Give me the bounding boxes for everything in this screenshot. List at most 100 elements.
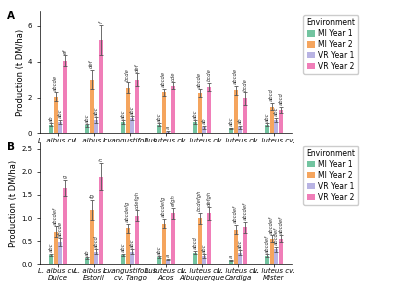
Bar: [265, 124, 269, 133]
Text: abcde: abcde: [58, 221, 63, 237]
Text: abc: abc: [156, 245, 162, 255]
Text: abcdef: abcdef: [53, 207, 58, 225]
Text: abcde: abcde: [197, 72, 202, 88]
Bar: [49, 124, 53, 133]
Text: fg: fg: [89, 193, 94, 198]
Bar: [238, 127, 242, 133]
Text: ab: ab: [48, 115, 54, 122]
Bar: [202, 256, 206, 264]
Text: abcdefg: abcdefg: [161, 196, 166, 218]
Text: abc: abc: [48, 243, 54, 252]
Text: def: def: [134, 63, 140, 72]
Text: g: g: [62, 175, 68, 178]
Bar: [90, 210, 94, 264]
Bar: [234, 229, 238, 264]
Text: bcde: bcde: [242, 78, 248, 91]
Text: abc: abc: [264, 112, 270, 122]
Bar: [166, 260, 170, 264]
Text: abc: abc: [228, 117, 234, 126]
Bar: [157, 257, 161, 264]
Text: abcdef: abcdef: [278, 216, 284, 234]
Bar: [85, 258, 89, 264]
Bar: [166, 132, 170, 133]
Text: abcd: abcd: [278, 93, 284, 105]
Bar: [171, 86, 175, 133]
Y-axis label: Production (t DM/ha): Production (t DM/ha): [16, 29, 25, 116]
Bar: [243, 227, 247, 264]
Bar: [274, 120, 278, 133]
Text: B: B: [7, 142, 15, 152]
Bar: [130, 252, 134, 264]
Text: a: a: [228, 255, 234, 258]
Bar: [270, 106, 274, 133]
Bar: [162, 92, 166, 133]
Text: bcdefgh: bcdefgh: [197, 189, 202, 211]
Text: abc: abc: [202, 243, 207, 252]
Bar: [54, 97, 58, 133]
Text: abc: abc: [130, 238, 135, 248]
Text: abcdef: abcdef: [242, 202, 248, 220]
Bar: [279, 239, 283, 264]
Text: cde: cde: [170, 71, 176, 81]
Bar: [171, 214, 175, 264]
Text: abcdefg: abcdefg: [125, 201, 130, 222]
Bar: [126, 88, 130, 133]
Bar: [229, 260, 233, 264]
Bar: [85, 126, 89, 133]
Text: h: h: [98, 158, 104, 161]
Text: abc: abc: [238, 239, 243, 249]
Bar: [135, 80, 139, 133]
Text: ab: ab: [84, 249, 90, 256]
Bar: [157, 124, 161, 133]
Bar: [207, 214, 211, 264]
Bar: [135, 216, 139, 264]
Bar: [198, 218, 202, 264]
Bar: [238, 252, 242, 264]
Bar: [54, 232, 58, 264]
Text: abcdef: abcdef: [269, 216, 274, 234]
Text: abc: abc: [156, 112, 162, 122]
Text: abcdef: abcdef: [264, 235, 270, 253]
Text: abcde: abcde: [161, 71, 166, 87]
Bar: [265, 256, 269, 264]
Text: abc: abc: [274, 107, 279, 116]
Text: bcde: bcde: [206, 68, 212, 82]
Text: abc: abc: [58, 109, 63, 118]
Text: ef: ef: [62, 49, 68, 54]
Bar: [193, 252, 197, 264]
Bar: [121, 255, 125, 264]
Text: def: def: [89, 60, 94, 68]
Bar: [126, 228, 130, 264]
Y-axis label: Production (t DM/ha): Production (t DM/ha): [9, 160, 18, 247]
Bar: [58, 242, 62, 264]
Text: abc: abc: [120, 243, 126, 252]
Bar: [94, 252, 98, 264]
Bar: [274, 249, 278, 264]
Text: ab: ab: [202, 118, 207, 124]
Text: abc: abc: [192, 109, 198, 118]
Text: abcde: abcde: [53, 75, 58, 91]
Text: a: a: [166, 254, 171, 257]
Text: abcd: abcd: [192, 236, 198, 249]
Bar: [63, 61, 67, 133]
Legend: MI Year 1, MI Year 2, VR Year 1, VR Year 2: MI Year 1, MI Year 2, VR Year 1, VR Year…: [303, 15, 358, 74]
Bar: [94, 120, 98, 133]
Bar: [234, 90, 238, 133]
Bar: [270, 239, 274, 264]
Text: a: a: [166, 126, 171, 129]
Bar: [243, 99, 247, 133]
Text: abcd: abcd: [269, 89, 274, 101]
Text: abcdef: abcdef: [274, 227, 279, 245]
Text: abc: abc: [84, 113, 90, 123]
Text: ab: ab: [238, 118, 243, 124]
Text: abc: abc: [130, 105, 135, 115]
Legend: MI Year 1, MI Year 2, VR Year 1, VR Year 2: MI Year 1, MI Year 2, VR Year 1, VR Year…: [303, 146, 358, 204]
Text: abcdef: abcdef: [233, 206, 238, 224]
Bar: [63, 188, 67, 264]
Bar: [49, 255, 53, 264]
Bar: [207, 87, 211, 133]
Bar: [193, 122, 197, 133]
Text: abc: abc: [120, 109, 126, 118]
Bar: [130, 118, 134, 133]
Text: cdefgh: cdefgh: [134, 191, 140, 209]
